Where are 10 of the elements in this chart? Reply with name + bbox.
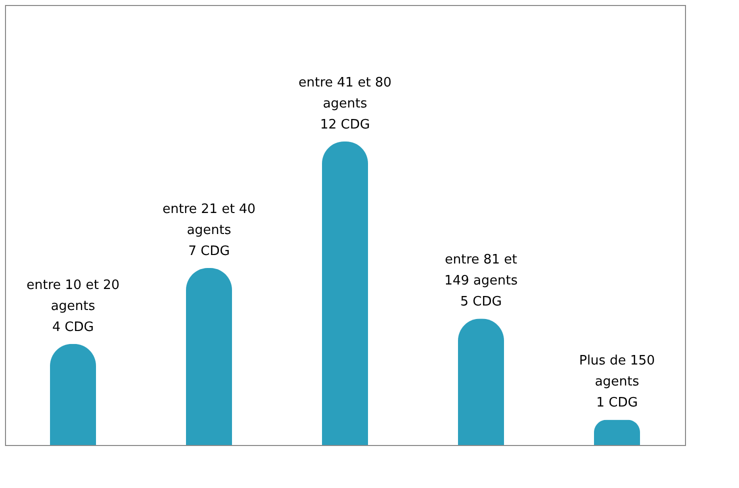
bar <box>322 142 368 445</box>
data-label: entre 81 et 149 agents 5 CDG <box>444 252 518 310</box>
data-label: entre 41 et 80 agents 12 CDG <box>298 76 392 133</box>
bar <box>594 420 640 445</box>
data-label: entre 21 et 40 agents 7 CDG <box>162 202 256 259</box>
bar <box>186 268 232 445</box>
data-label: entre 10 et 20 agents 4 CDG <box>26 278 120 335</box>
data-label: Plus de 150 agents 1 CDG <box>579 354 655 411</box>
bar <box>50 344 96 445</box>
bar <box>458 318 504 445</box>
